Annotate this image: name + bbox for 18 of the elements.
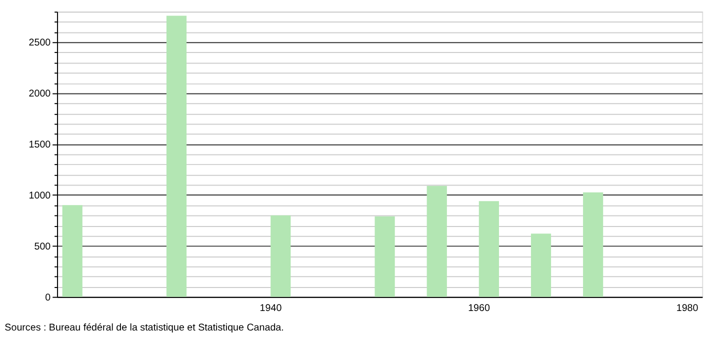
- bar: [374, 216, 395, 297]
- bar: [270, 215, 291, 297]
- y-tick-label: 2000: [28, 88, 52, 100]
- y-tick-label: 0: [45, 292, 52, 304]
- bar: [166, 16, 187, 297]
- x-tick-label: 1980: [676, 303, 699, 314]
- x-tick-label: 1940: [260, 303, 282, 314]
- x-tick-label: 1960: [468, 303, 490, 314]
- y-tick-label: 1500: [28, 140, 52, 150]
- bar: [426, 186, 447, 297]
- bar: [478, 201, 499, 297]
- y-tick-label: 500: [34, 241, 52, 252]
- bar: [62, 205, 82, 297]
- bar: [530, 234, 552, 297]
- y-tick-label: 2500: [28, 38, 52, 49]
- bar: [583, 192, 604, 297]
- source-note: Sources : Bureau fédéral de la statistique et Statistique Canada.: [4, 322, 284, 334]
- y-tick-label: 1000: [28, 190, 52, 202]
